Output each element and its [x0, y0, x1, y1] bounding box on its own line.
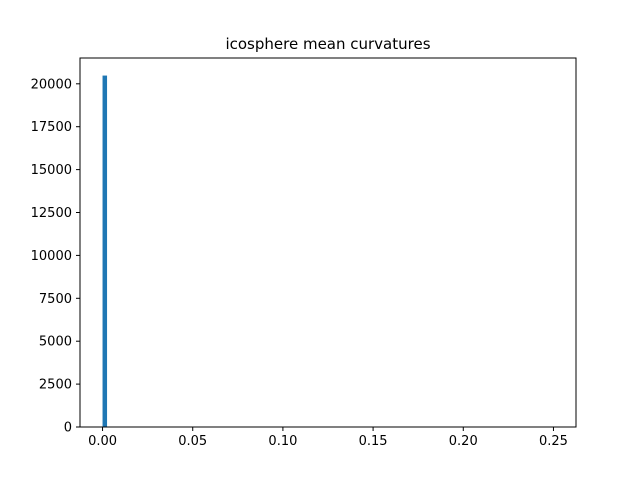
histogram-bar [102, 75, 108, 428]
y-tick-label: 20000 [31, 77, 72, 92]
y-tick-label: 5000 [39, 335, 72, 350]
y-axis: 0 2500 5000 7500 10000 12500 15000 17500 20000 [31, 77, 80, 436]
y-tick-label: 7500 [39, 292, 72, 307]
y-tick-label: 15000 [31, 163, 72, 178]
plot-frame [79, 57, 577, 428]
chart-title: icosphere mean curvatures [225, 35, 430, 53]
x-tick-label: 0.10 [268, 434, 297, 449]
y-tick-label: 0 [64, 421, 72, 436]
x-tick-label: 0.25 [539, 434, 568, 449]
x-tick-label: 0.00 [88, 434, 117, 449]
y-tick-label: 2500 [39, 378, 72, 393]
y-tick-label: 12500 [31, 206, 72, 221]
y-tick-label: 10000 [31, 249, 72, 264]
x-axis: 0.00 0.05 0.10 0.15 0.20 0.25 [88, 427, 568, 449]
x-tick-label: 0.20 [449, 434, 478, 449]
y-tick-label: 17500 [31, 120, 72, 135]
x-tick-label: 0.15 [359, 434, 388, 449]
x-tick-label: 0.05 [178, 434, 207, 449]
plot-area [102, 75, 108, 428]
